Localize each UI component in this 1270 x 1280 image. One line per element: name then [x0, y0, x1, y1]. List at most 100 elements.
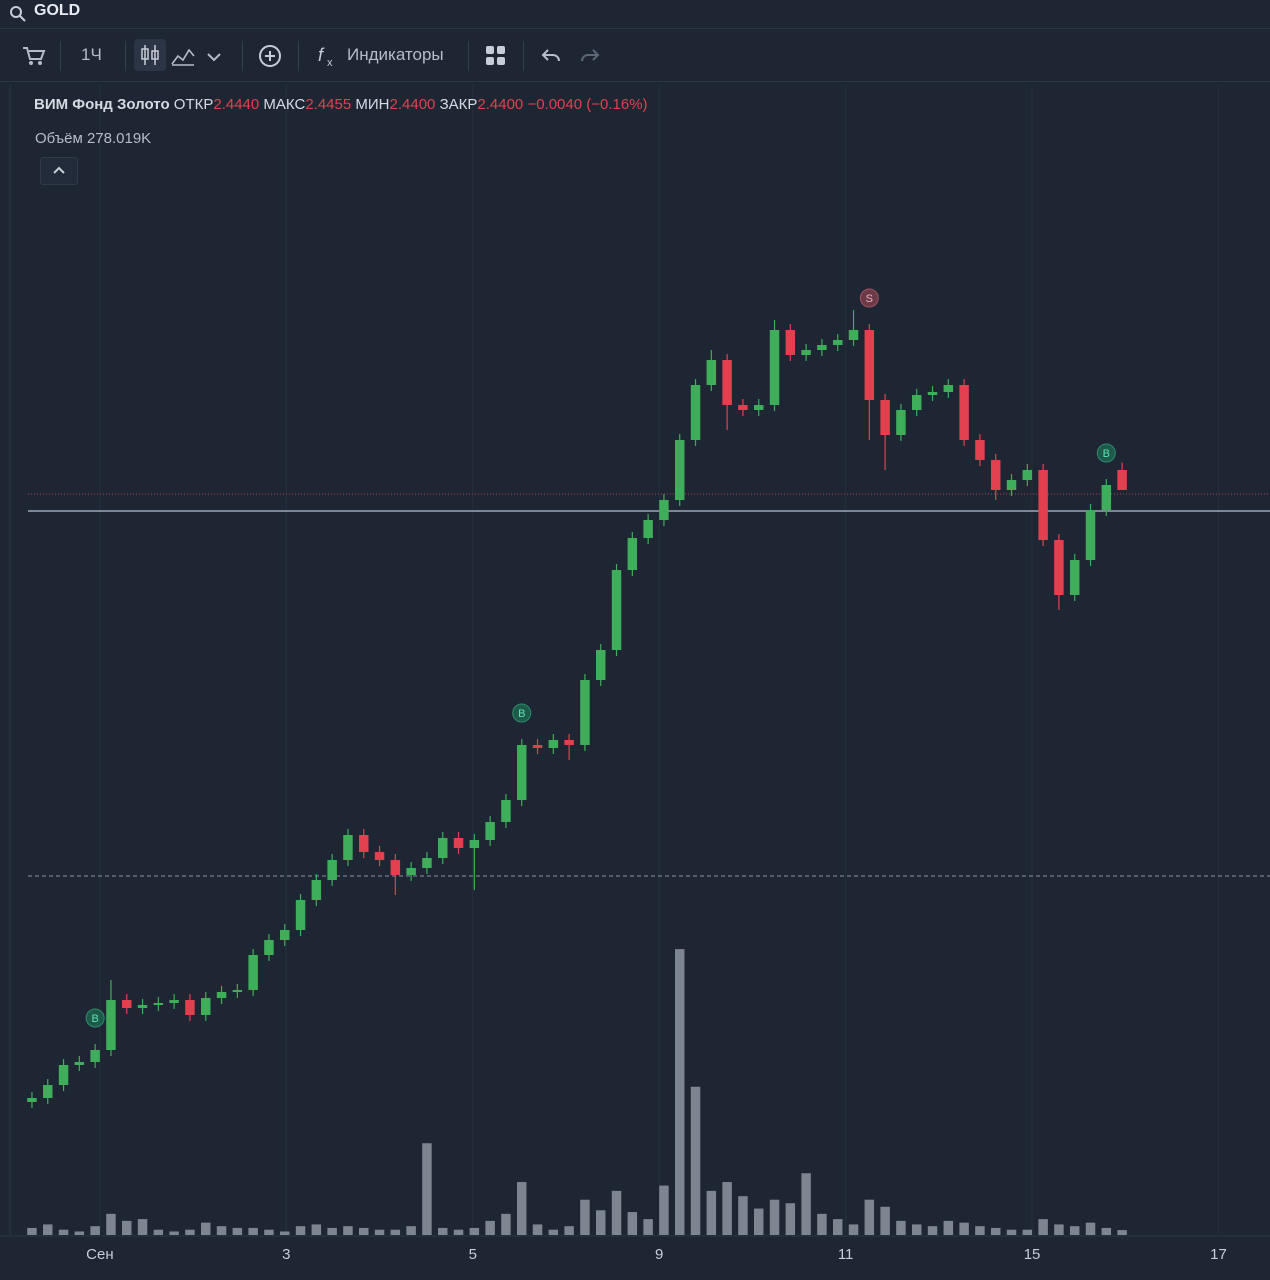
volume-bar: [580, 1199, 590, 1235]
volume-bar: [422, 1143, 432, 1235]
volume-bar: [943, 1220, 954, 1235]
volume-bar: [390, 1229, 401, 1235]
candle-body: [595, 650, 606, 680]
volume-bar: [722, 1182, 732, 1235]
volume-bar: [27, 1227, 37, 1235]
volume-bar: [753, 1208, 764, 1235]
volume-bar: [469, 1227, 480, 1235]
signal-label: B: [518, 708, 525, 720]
candle-body: [864, 330, 875, 400]
candle-body: [880, 400, 890, 435]
volume-bar: [264, 1229, 274, 1235]
x-tick-label: Сен: [86, 1246, 113, 1263]
search-icon: [10, 6, 26, 22]
candle-body: [580, 680, 590, 745]
volume-bar: [501, 1213, 511, 1235]
volume-bar: [201, 1222, 211, 1235]
volume-bar: [106, 1213, 116, 1235]
volume-bar: [1101, 1227, 1112, 1235]
volume-bar: [911, 1224, 922, 1235]
volume-bar: [1054, 1224, 1064, 1235]
candle-body: [785, 330, 796, 355]
candle-body: [769, 330, 780, 405]
candle-body: [975, 440, 985, 460]
candle-body: [280, 930, 290, 940]
candle-body: [327, 860, 337, 880]
indicators-button[interactable]: Индикаторы: [347, 45, 444, 64]
volume-bar: [627, 1212, 638, 1235]
volume-bar: [896, 1220, 906, 1235]
candle-body: [690, 385, 701, 440]
candle-body: [564, 740, 574, 745]
candle-body: [832, 340, 843, 345]
volume-bar: [1069, 1226, 1080, 1235]
close-value: 2.4400: [477, 96, 524, 113]
dropdown-icon[interactable]: [206, 49, 222, 65]
volume-bar: [43, 1224, 53, 1235]
candle-body: [896, 410, 906, 435]
signal-badge: [85, 1008, 105, 1028]
volume-bar: [311, 1224, 322, 1235]
volume-bar: [185, 1229, 195, 1235]
candle-body: [532, 745, 543, 748]
redo-icon[interactable]: [578, 47, 600, 65]
volume-bar: [548, 1229, 559, 1235]
candle-body: [643, 520, 653, 538]
candle-body: [469, 840, 480, 848]
candle-body: [343, 835, 353, 860]
candle-body: [422, 858, 432, 868]
search-query[interactable]: GOLD: [34, 2, 81, 19]
candle-body: [817, 345, 827, 350]
candles-button[interactable]: [134, 39, 166, 71]
volume-bar: [864, 1199, 875, 1235]
volume-bar: [485, 1220, 495, 1235]
volume-bar: [122, 1220, 132, 1235]
candle-body: [501, 800, 511, 822]
x-tick-label: 3: [282, 1246, 290, 1263]
candle-body: [927, 392, 938, 395]
volume-bar: [358, 1227, 369, 1235]
candle-body: [311, 880, 322, 900]
area-chart-icon[interactable]: [170, 44, 196, 68]
volume-bar: [643, 1219, 653, 1235]
volume-bar: [785, 1203, 796, 1235]
open-label: ОТКР: [173, 96, 214, 113]
candle-body: [548, 740, 559, 748]
volume-bar: [564, 1226, 574, 1235]
collapse-button[interactable]: [40, 157, 78, 185]
add-icon[interactable]: [257, 43, 283, 69]
volume-bar: [153, 1229, 164, 1235]
search-bar[interactable]: GOLD: [0, 0, 1270, 29]
interval-button[interactable]: 1Ч: [81, 45, 102, 64]
high-value: 2.4455: [305, 96, 352, 113]
candle-body: [90, 1050, 100, 1062]
volume-legend: Объём 278.019K: [35, 130, 152, 147]
cart-icon[interactable]: [22, 45, 46, 67]
x-tick-label: 17: [1210, 1246, 1227, 1263]
volume-bar: [1006, 1229, 1017, 1235]
low-label: МИН: [355, 96, 390, 113]
volume-bar: [343, 1226, 353, 1235]
ohlc-legend: ВИМ Фонд Золото ОТКР2.4440 МАКС2.4455 МИ…: [34, 96, 648, 113]
candle-body: [848, 330, 859, 340]
candle-body: [911, 395, 922, 410]
volume-bar: [832, 1219, 843, 1235]
candle-body: [232, 990, 243, 992]
candle-body: [1069, 560, 1080, 595]
candle-body: [374, 852, 385, 860]
candle-body: [659, 500, 669, 520]
candle-body: [27, 1098, 37, 1102]
candle-body: [216, 992, 227, 998]
undo-icon[interactable]: [541, 47, 563, 65]
volume-bar: [406, 1226, 416, 1235]
volume-bar: [532, 1224, 543, 1235]
volume-bar: [1117, 1230, 1127, 1235]
candle-body: [516, 745, 527, 800]
volume-bar: [801, 1173, 811, 1235]
volume-bar: [216, 1226, 227, 1235]
volume-bar: [959, 1222, 969, 1235]
layout-icon[interactable]: [485, 45, 507, 67]
